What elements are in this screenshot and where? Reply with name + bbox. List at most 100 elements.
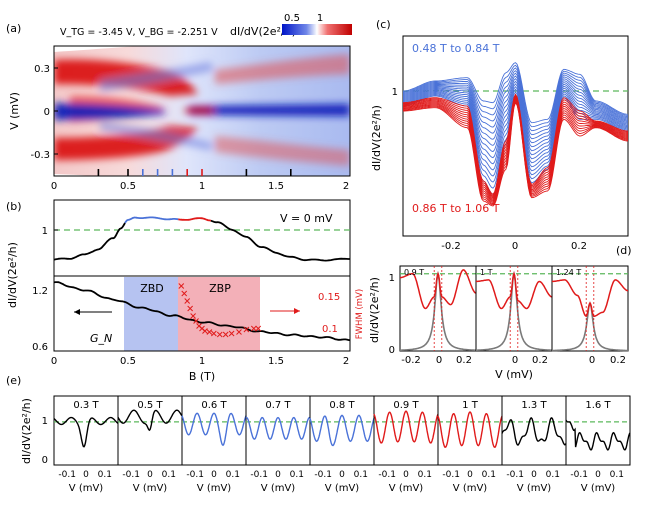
xlabel-e: V (mV) <box>325 483 360 494</box>
panel-e-label: (e) <box>6 374 21 387</box>
xtick-e: 0 <box>595 470 601 480</box>
trace-blue <box>403 72 628 140</box>
fwhm-point <box>187 305 194 312</box>
gn-line <box>53 281 351 342</box>
xtick-d: 0 <box>436 355 442 366</box>
xtick-b: 1.5 <box>268 356 284 367</box>
fwhm-point <box>178 283 185 289</box>
v-zero-annotation: V = 0 mV <box>280 212 333 225</box>
panel-d-subplots: 0.9 T 1 T 1.24 T <box>399 265 629 352</box>
conductance-trace <box>309 414 375 447</box>
xtick-a: 2 <box>343 181 349 192</box>
subpanel-d: 1 T <box>475 265 553 352</box>
xtick-e: -0.1 <box>570 470 588 480</box>
xtick-e: -0.1 <box>314 470 332 480</box>
conductance-trace <box>53 416 119 448</box>
trace-blue <box>403 75 628 144</box>
fwhm-point <box>193 318 199 324</box>
xtick-e: -0.1 <box>58 470 76 480</box>
xtick-b: 2 <box>343 356 349 367</box>
G-blue-segment <box>124 216 179 224</box>
G-black-right <box>210 219 350 262</box>
xtick-e: -0.1 <box>442 470 460 480</box>
xtick-d: 0 <box>512 355 518 366</box>
field-label: 1 T <box>480 268 493 277</box>
ytick-b-right: 0.1 <box>322 324 338 335</box>
colorbar-tick-low: 0.5 <box>284 13 300 24</box>
xtick-e: 0.1 <box>162 470 176 480</box>
trace-red <box>403 93 628 195</box>
blue-range-label: 0.48 T to 0.84 T <box>412 42 500 55</box>
trace-blue <box>403 85 628 160</box>
subpanel-d: 1.24 T <box>551 265 629 352</box>
xlabel-e: V (mV) <box>389 483 424 494</box>
field-label: 0.7 T <box>265 400 291 411</box>
subpanel-frame <box>399 265 477 352</box>
panel-c-label: (c) <box>376 18 391 31</box>
ytick-d: 1 <box>389 273 395 284</box>
xtick-a: 1 <box>199 181 205 192</box>
zero-bias-conductance-curve <box>53 216 350 262</box>
subpanel-e: 1.6 T -0.1 0 0.1 V (mV) <box>565 395 631 494</box>
xlabel-e: V (mV) <box>197 483 232 494</box>
fwhm-point <box>210 330 217 337</box>
xlabel-e: V (mV) <box>133 483 168 494</box>
conductance-trace <box>181 412 247 447</box>
panel-d-ylabel: dI/dV(2e²/h) <box>368 277 381 343</box>
ytick-b-top: 1 <box>42 226 48 237</box>
panel-a-yaxis: 0.3 0 -0.3 V (mV) <box>8 64 58 161</box>
trace-blue <box>403 80 628 152</box>
field-label: 0.6 T <box>201 400 227 411</box>
ytick-a: -0.3 <box>30 150 50 161</box>
ytick-c: 1 <box>392 87 398 98</box>
zbd-region <box>124 277 178 351</box>
trace-red <box>403 95 628 198</box>
field-label: 0.3 T <box>73 400 99 411</box>
xtick-e: 0.1 <box>226 470 240 480</box>
field-label: 1 T <box>462 400 479 411</box>
xtick-b: 0.5 <box>120 356 136 367</box>
subpanel-e: 0.3 T -0.1 0 0.1 V (mV) <box>53 395 119 494</box>
gate-voltage-text: V_TG = -3.45 V, V_BG = -2.251 V <box>60 27 218 38</box>
panel-e-subplots: 0.3 T-0.1 0 0.1V (mV)0.5 T-0.1 0 0.1V (mV)0.… <box>53 395 631 494</box>
panel-d-xlabel: V (mV) <box>495 368 533 381</box>
fwhm-point <box>250 325 257 332</box>
zbd-label: ZBD <box>140 282 164 295</box>
fwhm-point <box>255 325 262 332</box>
xtick-e: 0 <box>467 470 473 480</box>
conductance-trace <box>117 409 183 432</box>
field-markers <box>97 169 292 176</box>
subpanel-e: 0.9 T -0.1 0 0.1 V (mV) <box>373 395 439 494</box>
field-label: 1.3 T <box>521 400 547 411</box>
xlabel-e: V (mV) <box>453 483 488 494</box>
subpanel-e: 0.7 T -0.1 0 0.1 V (mV) <box>245 395 311 494</box>
trace-blue <box>403 87 628 165</box>
red-range-label: 0.86 T to 1.06 T <box>412 202 500 215</box>
fwhm-markers <box>178 283 262 338</box>
xtick-d: 0.2 <box>456 355 472 366</box>
xtick-b: 1 <box>199 356 205 367</box>
xtick-a: 0.5 <box>120 181 136 192</box>
subpanel-e: 0.5 T -0.1 0 0.1 V (mV) <box>117 395 183 494</box>
trace-red <box>403 101 628 207</box>
ytick-a: 0 <box>44 107 50 118</box>
conductance-trace <box>400 269 477 310</box>
panel-b-ylabel: dI/dV(2e²/h) <box>6 242 19 308</box>
ytick-d: 0 <box>389 345 395 356</box>
conductance-trace <box>437 411 503 448</box>
field-label: 1.6 T <box>585 400 611 411</box>
colorbar <box>282 24 352 35</box>
fwhm-point <box>222 331 229 338</box>
ytick-e: 0 <box>42 455 48 466</box>
trace-blue <box>403 64 628 128</box>
ytick-b-bottom: 0.6 <box>32 342 48 353</box>
colorbar-tick-high: 1 <box>317 13 323 24</box>
xtick-c: 0.2 <box>571 241 587 252</box>
gn-label: G_N <box>90 332 112 345</box>
conductance-trace <box>501 417 567 446</box>
xtick-c: 0 <box>512 241 518 252</box>
lorentzian-fit <box>476 270 552 351</box>
ytick-a: 0.3 <box>34 64 50 75</box>
conductance-trace <box>565 419 631 451</box>
